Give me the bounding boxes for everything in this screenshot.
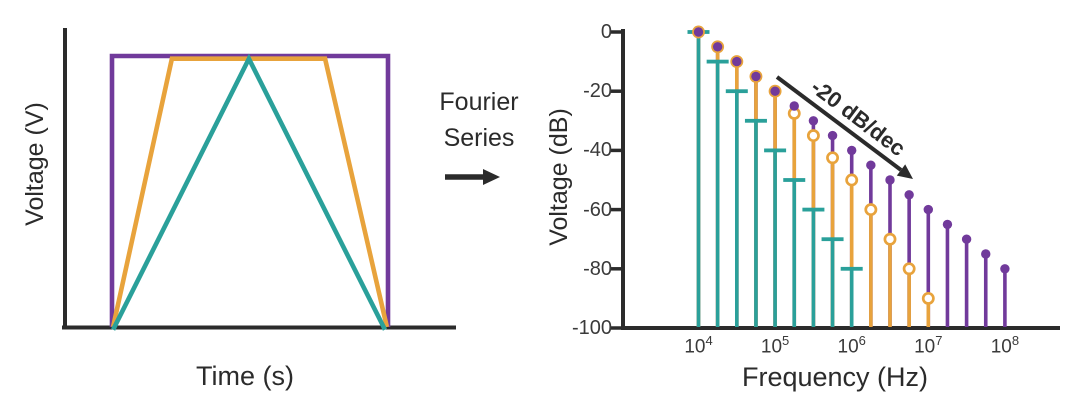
y-tick-label: -100 — [571, 317, 612, 339]
fourier-label-line1: Fourier — [439, 88, 519, 116]
triangle-wave-harmonics-marker — [840, 266, 863, 271]
triangle-wave-harmonics-marker — [802, 207, 825, 212]
right-xlabel: Frequency (Hz) — [741, 362, 929, 392]
trapezoid-wave-harmonics-marker — [806, 129, 820, 143]
fourier-label-line2: Series — [443, 124, 515, 152]
triangle-wave-harmonics-marker — [706, 59, 729, 64]
y-tick-label: -40 — [583, 139, 612, 162]
slope-annotation-arrow — [775, 75, 903, 172]
triangle-wave-harmonics-marker — [725, 89, 748, 94]
square-wave-harmonics-marker — [827, 130, 838, 141]
trapezoid-wave-harmonics-marker — [864, 203, 878, 217]
square-wave-harmonics-marker — [770, 86, 780, 96]
y-tick-label: -20 — [583, 80, 612, 103]
square-wave-harmonics-marker — [808, 116, 819, 126]
x-tick-label: 104 — [684, 333, 713, 358]
right-ylabel: Voltage (dB) — [545, 108, 573, 246]
left-ylabel: Voltage (V) — [21, 102, 49, 226]
y-tick-label: -80 — [583, 257, 612, 280]
x-tick-label: 108 — [990, 333, 1020, 358]
triangle-wave-harmonics-marker — [764, 148, 787, 153]
square-wave-harmonics-marker — [885, 175, 895, 185]
x-tick-label: 106 — [837, 333, 866, 358]
y-tick-label: -60 — [583, 198, 612, 221]
square-wave-harmonics-marker — [961, 234, 972, 244]
square-wave-harmonics-marker — [904, 190, 914, 200]
trapezoid-wave-harmonics-marker — [883, 232, 897, 246]
square-wave-harmonics-marker — [1000, 264, 1010, 274]
square-wave-harmonics-marker — [693, 27, 704, 37]
square-wave-harmonics-marker — [942, 219, 953, 230]
triangle-wave-harmonics-marker — [744, 118, 767, 123]
square-wave-harmonics-marker — [866, 160, 876, 170]
triangle-wave-harmonics-marker — [821, 237, 844, 242]
square-wave-harmonics-marker — [789, 101, 799, 111]
x-tick-label: 107 — [914, 333, 943, 358]
square-wave-harmonics-marker — [712, 42, 723, 52]
slope-annotation-arrow-head — [896, 164, 913, 179]
left-xlabel: Time (s) — [196, 361, 294, 391]
y-tick-label: 0 — [600, 21, 612, 43]
square-wave-harmonics-marker — [751, 71, 761, 82]
square-wave — [109, 53, 391, 327]
square-wave-harmonics-marker — [732, 56, 742, 67]
trapezoid-wave — [110, 56, 390, 328]
triangle-wave — [111, 53, 388, 331]
square-wave-harmonics-marker — [847, 145, 857, 156]
triangle-wave-harmonics-marker — [783, 178, 806, 182]
trapezoid-wave-harmonics-marker — [826, 151, 840, 165]
trapezoid-wave-harmonics-marker — [845, 173, 859, 187]
x-tick-label: 105 — [760, 333, 790, 358]
square-wave-harmonics-marker — [923, 204, 933, 215]
square-wave-harmonics-marker — [981, 249, 991, 259]
trapezoid-wave-harmonics-marker — [921, 291, 935, 305]
trapezoid-wave-harmonics-marker — [902, 262, 916, 276]
fourier-arrow-head — [483, 169, 500, 185]
